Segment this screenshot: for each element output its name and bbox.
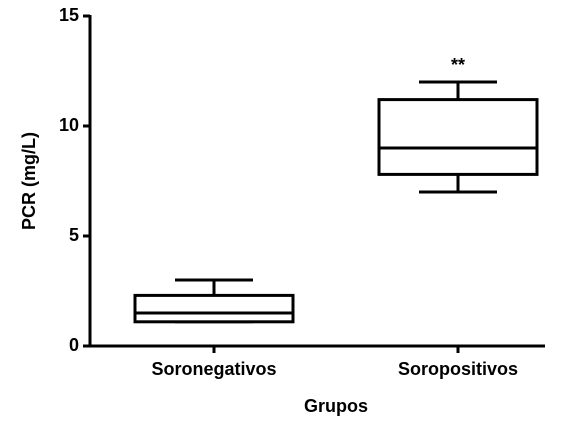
y-tick-label: 0 [69, 335, 79, 355]
y-axis-label: PCR (mg/L) [19, 132, 39, 230]
x-tick-label: Soropositivos [398, 359, 518, 379]
y-tick-label: 5 [69, 225, 79, 245]
annotation: ** [451, 55, 465, 75]
y-tick-label: 15 [59, 5, 79, 25]
x-tick-label: Soronegativos [151, 359, 276, 379]
y-tick-label: 10 [59, 115, 79, 135]
x-axis-label: Grupos [304, 396, 368, 416]
box [133, 293, 295, 324]
box [377, 98, 539, 176]
